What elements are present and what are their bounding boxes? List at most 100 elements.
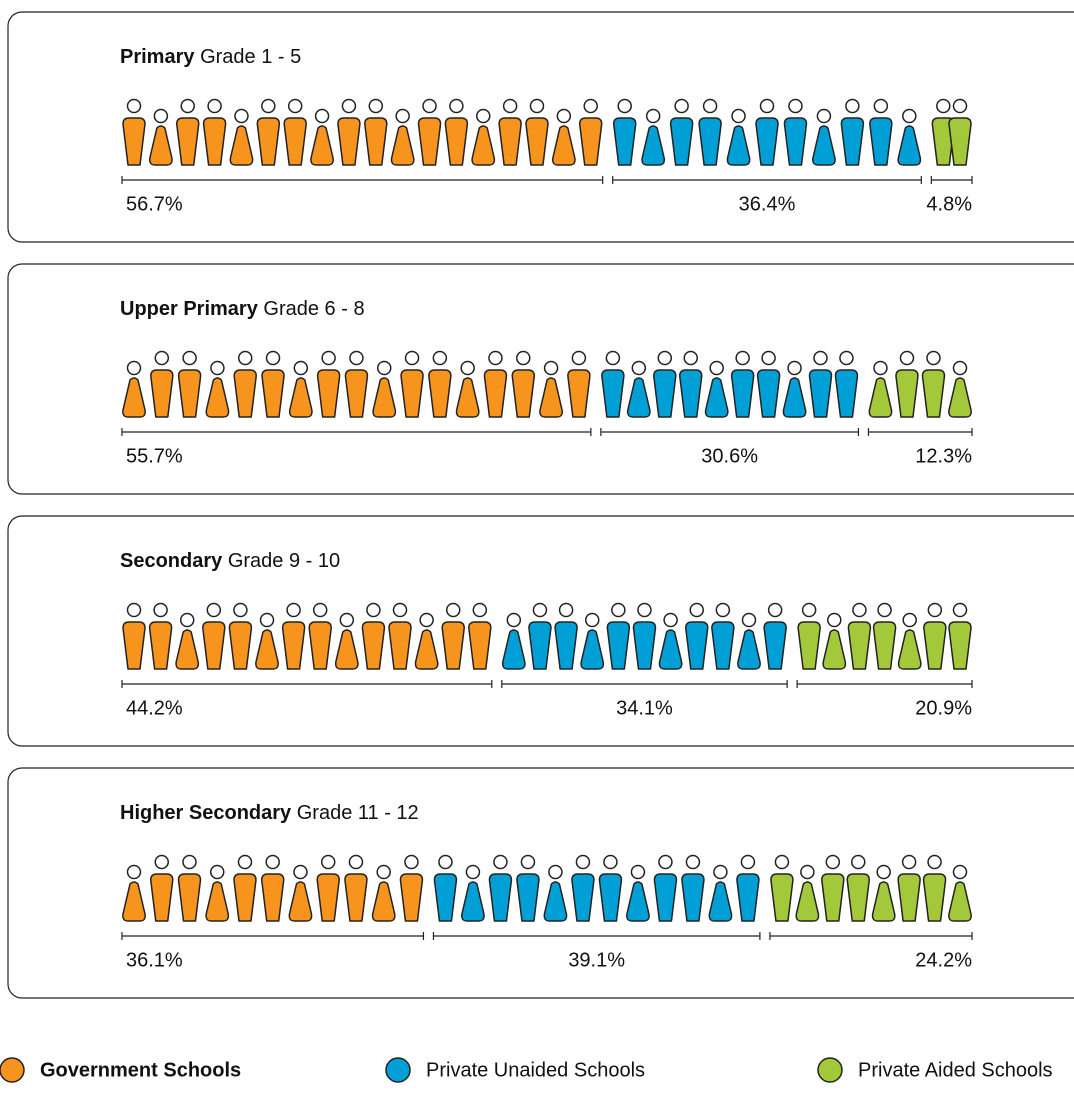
icon-body bbox=[840, 117, 865, 166]
icon-group bbox=[770, 854, 972, 922]
icon-body bbox=[288, 377, 313, 418]
icon-body bbox=[681, 873, 705, 922]
value-label: 55.7% bbox=[126, 445, 183, 467]
icon-body bbox=[399, 873, 424, 922]
icon-body bbox=[730, 369, 755, 418]
icon-body bbox=[812, 125, 836, 166]
panel bbox=[7, 263, 1074, 495]
value-label: 4.8% bbox=[926, 193, 972, 215]
icon-body bbox=[122, 377, 146, 418]
icon-body bbox=[795, 881, 820, 922]
panel-title: Higher Secondary Grade 11 - 12 bbox=[120, 802, 419, 824]
icon-body bbox=[229, 125, 254, 166]
icon-body bbox=[175, 117, 200, 166]
value-label: 56.7% bbox=[126, 193, 183, 215]
icon-body bbox=[543, 881, 568, 922]
icon-body bbox=[948, 117, 972, 166]
icon-body bbox=[922, 873, 947, 922]
icon-head bbox=[314, 108, 330, 124]
icon-head bbox=[702, 98, 718, 114]
icon-body bbox=[316, 873, 340, 922]
icon-head bbox=[349, 350, 364, 366]
icon-head bbox=[952, 864, 968, 880]
icon-head bbox=[502, 98, 518, 114]
icon-head bbox=[761, 350, 776, 366]
icon-head bbox=[605, 350, 621, 366]
icon-head bbox=[767, 602, 783, 618]
value-label: 44.2% bbox=[126, 697, 183, 719]
icon-head bbox=[927, 854, 942, 870]
icon-body bbox=[122, 881, 146, 922]
icon-head bbox=[583, 98, 598, 114]
icon-body bbox=[783, 117, 808, 166]
icon-group bbox=[612, 98, 922, 166]
icon-body bbox=[948, 881, 972, 922]
icon-head bbox=[392, 602, 408, 618]
legend-swatch bbox=[385, 1057, 411, 1083]
icon-head bbox=[683, 350, 698, 366]
icon-head bbox=[788, 98, 803, 114]
icon-head bbox=[182, 854, 197, 870]
icon-body bbox=[756, 369, 781, 418]
icon-head bbox=[952, 360, 968, 376]
icon-body bbox=[626, 881, 650, 922]
icon-head bbox=[506, 612, 522, 628]
icon-body bbox=[388, 621, 412, 670]
icon-head bbox=[571, 350, 587, 366]
icon-head bbox=[209, 864, 225, 880]
icon-body bbox=[361, 621, 386, 670]
icon-head bbox=[520, 854, 536, 870]
icon-head bbox=[617, 98, 632, 114]
icon-body bbox=[205, 377, 230, 418]
value-label: 39.1% bbox=[568, 949, 625, 971]
icon-head bbox=[873, 98, 889, 114]
icon-body bbox=[921, 369, 946, 418]
panel-grades: Grade 9 - 10 bbox=[228, 550, 340, 572]
icon-body bbox=[371, 881, 396, 922]
icon-body bbox=[255, 629, 279, 670]
icon-head bbox=[852, 602, 867, 618]
icon-head bbox=[286, 602, 301, 618]
icon-head bbox=[419, 612, 434, 628]
icon-head bbox=[179, 612, 195, 628]
icon-head bbox=[449, 98, 464, 114]
icon-body bbox=[923, 621, 947, 670]
icon-head bbox=[234, 108, 249, 124]
legend-label: Private Aided Schools bbox=[858, 1059, 1053, 1081]
icon-head bbox=[126, 864, 142, 880]
icon-head bbox=[816, 108, 832, 124]
icon-body bbox=[261, 369, 285, 418]
icon-head bbox=[787, 360, 802, 376]
icon-body bbox=[372, 377, 397, 418]
icon-body bbox=[414, 629, 439, 670]
icon-body bbox=[782, 377, 807, 418]
icon-body bbox=[897, 125, 922, 166]
icon-group bbox=[501, 602, 787, 670]
icon-head bbox=[611, 602, 626, 618]
icon-body bbox=[428, 369, 452, 418]
icon-body bbox=[516, 873, 540, 922]
icon-head bbox=[926, 350, 941, 366]
icon-body bbox=[770, 873, 794, 922]
icon-body bbox=[483, 369, 508, 418]
icon-head bbox=[674, 98, 689, 114]
icon-body bbox=[260, 873, 285, 922]
icon-group bbox=[931, 98, 972, 166]
icon-body bbox=[554, 621, 578, 670]
icon-body bbox=[334, 629, 359, 670]
icon-head bbox=[376, 360, 392, 376]
icon-body bbox=[684, 621, 709, 670]
icon-head bbox=[237, 854, 253, 870]
icon-head bbox=[312, 602, 328, 618]
icon-head bbox=[366, 602, 381, 618]
icon-body bbox=[897, 629, 922, 670]
icon-body bbox=[525, 117, 549, 166]
icon-head bbox=[210, 360, 225, 376]
icon-body bbox=[310, 125, 334, 166]
icon-body bbox=[148, 621, 173, 670]
icon-body bbox=[632, 621, 657, 670]
icon-body bbox=[948, 621, 972, 670]
icon-head bbox=[685, 854, 701, 870]
icon-head bbox=[927, 602, 943, 618]
icon-body bbox=[626, 377, 651, 418]
